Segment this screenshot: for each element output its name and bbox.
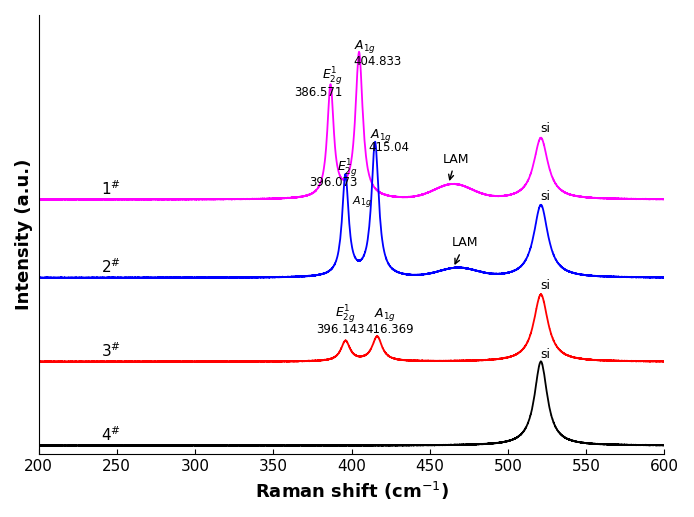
- Text: 416.369: 416.369: [365, 323, 414, 336]
- Text: 4$^{\#}$: 4$^{\#}$: [101, 425, 121, 444]
- Text: 386.571: 386.571: [294, 85, 342, 99]
- Text: $A_{1g}$: $A_{1g}$: [371, 127, 392, 144]
- Text: $A_{1g}$: $A_{1g}$: [374, 306, 396, 323]
- Text: si: si: [541, 348, 550, 361]
- Text: $E^{1}_{2g}$: $E^{1}_{2g}$: [322, 65, 342, 87]
- Text: 396.143: 396.143: [316, 323, 365, 336]
- Text: 415.04: 415.04: [369, 142, 409, 155]
- Text: 3$^{\#}$: 3$^{\#}$: [101, 342, 121, 360]
- Text: 2$^{\#}$: 2$^{\#}$: [101, 257, 121, 276]
- Text: $E^{1}_{2g}$: $E^{1}_{2g}$: [335, 303, 356, 325]
- Text: LAM: LAM: [442, 153, 468, 180]
- Text: 404.833: 404.833: [354, 55, 402, 68]
- Text: LAM: LAM: [452, 236, 478, 264]
- Text: $A_{1g}$: $A_{1g}$: [355, 38, 376, 55]
- Y-axis label: Intensity (a.u.): Intensity (a.u.): [15, 159, 33, 310]
- Text: 396.073: 396.073: [309, 176, 357, 189]
- Text: $E^{1}_{2g}$: $E^{1}_{2g}$: [337, 157, 357, 179]
- Text: 1$^{\#}$: 1$^{\#}$: [101, 179, 121, 198]
- Text: si: si: [541, 279, 550, 292]
- Text: si: si: [541, 190, 550, 203]
- Text: si: si: [541, 123, 550, 135]
- Text: $A_{1g}$: $A_{1g}$: [353, 194, 372, 211]
- X-axis label: Raman shift (cm$^{-1}$): Raman shift (cm$^{-1}$): [255, 480, 448, 502]
